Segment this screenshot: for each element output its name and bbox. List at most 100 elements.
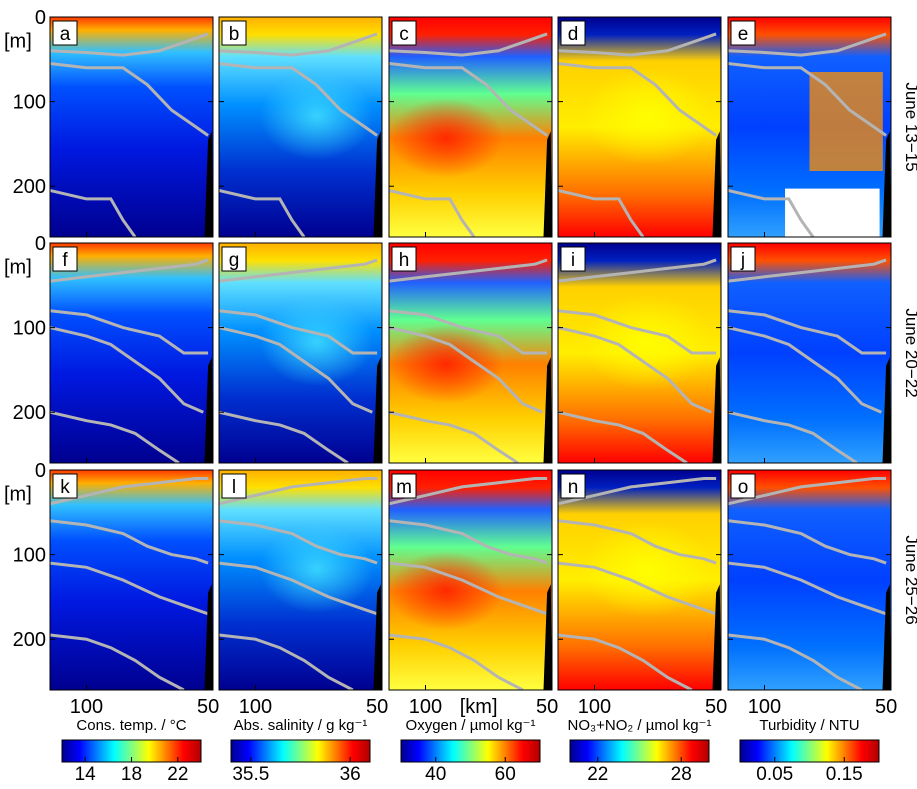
colorbar-tick-label: 22 [587,764,608,784]
isopycnal-line [728,189,815,237]
colorbar-tick-label: 28 [671,764,692,784]
panel-letter: c [399,24,409,45]
colorbar-tick-label: 60 [495,764,516,784]
panel-frame [727,242,892,464]
row-period-label: June 20−22 [902,308,917,397]
panel-letter: e [738,24,749,45]
panel-letter: g [229,250,240,271]
oxygen-max-patch [389,98,504,178]
x-tick-label: 100 [748,696,781,718]
panel-letter-box [52,20,78,46]
x-tick-label: 100 [70,696,103,718]
seafloor [712,131,721,237]
seafloor [204,584,213,690]
isopycnal-line [728,309,887,355]
colorbar [230,739,371,763]
isopycnal-line [219,519,378,565]
x-tick-label: 50 [197,696,219,718]
panel-n: n [557,469,722,691]
seafloor [373,357,382,463]
panel-j: j [727,242,892,464]
panel-letter-box [560,20,586,46]
panel-frame [557,16,722,238]
isopycnal-line [389,326,543,414]
panel-frame [557,242,722,464]
x-tick-label: 100 [578,696,611,718]
isopycnal-line [558,189,645,237]
isopycnal-line [219,477,378,506]
isopycnal-line [50,410,180,463]
panel-letter-box [221,473,247,499]
panel-i: i [557,242,722,464]
isopycnal-line [558,477,717,506]
panel-letter: a [60,24,71,45]
y-tick-label: 200 [13,629,46,651]
panel-letter-box [560,246,586,272]
isopycnal-line [219,62,378,137]
isopycnal-line [219,258,378,283]
x-tick-label: 100 [239,696,272,718]
panel-letter: i [571,250,575,271]
panel-c: c [388,16,553,238]
isopycnal-line [389,410,519,463]
y-tick-label: 200 [13,402,46,424]
seafloor [882,357,891,463]
isopycnal-line [558,309,717,355]
panel-frame [727,469,892,691]
colorbar-tick-label: 36 [340,764,361,784]
isopycnal-line [50,309,209,355]
salinity-mid-patch [259,298,374,386]
isopycnal-line [728,477,887,506]
seafloor [204,357,213,463]
isopycnal-line [558,32,717,57]
seafloor [543,131,552,237]
colorbar-tick-label: 0.15 [826,764,863,784]
isopycnal-line [389,258,548,283]
seafloor [712,584,721,690]
no-data-region [785,188,880,237]
colorbar-tick-label: 0.05 [756,764,793,784]
panel-letter-box [52,473,78,499]
x-tick-label: 50 [705,696,727,718]
isopycnal-line [50,258,209,283]
x-tick-label: 50 [536,696,558,718]
panel-letter: h [399,250,410,271]
panel-f: f [49,242,214,464]
panel-letter-box [391,246,417,272]
colorbar [739,739,880,763]
isopycnal-line [728,561,887,616]
panel-letter-box [730,473,756,499]
oxygen-max-patch [389,551,504,631]
panel-frame [49,16,214,238]
y-tick-label: 0 [35,7,46,29]
colorbar [400,739,541,763]
seafloor [882,584,891,690]
colorbar-tick-label: 14 [75,764,97,784]
panel-letter: l [232,477,236,498]
isopycnal-line [728,258,887,283]
colorbar [569,739,710,763]
seafloor [882,131,891,237]
isopycnal-line [50,633,185,690]
isopycnal-line [728,62,887,137]
panel-letter: m [396,477,412,498]
panel-frame [49,242,214,464]
y-tick-label: 200 [13,176,46,198]
y-tick-label: 100 [13,318,46,340]
isopycnal-line [389,309,548,355]
panel-frame [388,469,553,691]
nitrate-mid-patch [582,293,713,391]
x-axis-unit: [km] [460,696,498,718]
isopycnal-line [728,633,863,690]
y-axis-unit: [m] [4,31,32,53]
colorbar-label: Turbidity / NTU [759,717,859,734]
isopycnal-line [219,309,378,355]
panel-d: d [557,16,722,238]
isopycnal-line [728,410,858,463]
panel-a: a [49,16,214,238]
isopycnal-line [50,62,209,137]
panel-frame [388,16,553,238]
panel-letter: b [229,24,240,45]
oxygen-max-patch [389,324,504,404]
